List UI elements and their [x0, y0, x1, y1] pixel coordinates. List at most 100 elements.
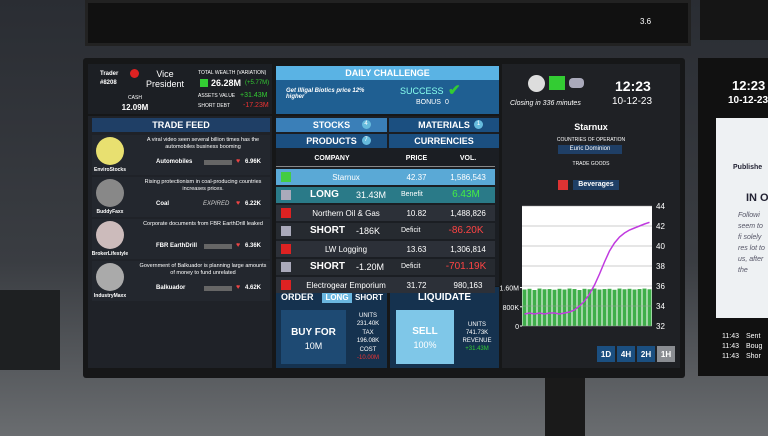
log-time: 11:43 [722, 333, 739, 340]
volume-bar [587, 289, 592, 326]
price-chart: 32 34 36 38 40 42 44 0 800K 1.60M [500, 202, 666, 331]
pig-icon[interactable] [569, 78, 584, 88]
feed-heart: ♥ [236, 284, 241, 291]
side-article [716, 118, 768, 318]
sell-label[interactable]: SELL [412, 326, 438, 337]
tab-label[interactable]: STOCKS [312, 120, 351, 130]
left-device [0, 290, 60, 370]
side-heading: IN O [746, 192, 768, 204]
timeframe-button[interactable] [597, 346, 615, 362]
stock-row[interactable] [276, 169, 495, 185]
company[interactable]: Starnux [332, 173, 360, 182]
country-chip [558, 145, 622, 154]
side-time: 12:23 [732, 78, 766, 93]
volume-bar [532, 290, 537, 326]
price: 10.82 [406, 209, 427, 218]
tab[interactable] [389, 118, 499, 132]
price: 42.37 [406, 173, 427, 182]
challenge-title: DAILY CHALLENGE [345, 68, 430, 78]
stock-row[interactable] [276, 277, 495, 293]
stock-row[interactable] [276, 205, 495, 221]
log-time: 11:43 [722, 353, 739, 360]
timeframe-label[interactable]: 2H [640, 350, 652, 359]
sell-button[interactable] [396, 310, 454, 364]
challenge-goal: Get Illigal Biotics price 12% higher [286, 88, 365, 100]
top-monitor [85, 0, 691, 46]
y-tick-label: 36 [656, 282, 665, 291]
volume-bar [637, 289, 642, 326]
timeframe-label[interactable]: 1D [600, 350, 612, 359]
volume: 1,306,814 [450, 245, 486, 254]
tab-label[interactable]: PRODUCTS [306, 136, 357, 146]
volume-bar [572, 289, 577, 326]
feed-author: IndustryMaxx [93, 293, 127, 299]
avatar [96, 137, 124, 165]
volume-bar [522, 289, 527, 326]
feed-bar [204, 160, 232, 165]
company[interactable]: Electrogear Emporium [306, 281, 386, 290]
feed-value: 6.36K [245, 243, 262, 249]
rank-label: Trader [100, 71, 119, 77]
timeframe-label[interactable]: 1H [660, 350, 672, 359]
volume-bar [527, 288, 532, 326]
goods-label: TRADE GOODS [572, 161, 610, 167]
rank-title: Vice President [145, 69, 185, 89]
position-type: LONG [310, 189, 339, 200]
timeframe-button[interactable] [617, 346, 635, 362]
company[interactable]: LW Logging [324, 245, 368, 254]
goods-chip [573, 180, 619, 190]
feed-text: Rising protectionism in coal-producing c… [144, 179, 262, 192]
avatar [96, 221, 124, 249]
stock-row[interactable] [276, 241, 495, 257]
volume-bar [647, 289, 652, 326]
row-icon [281, 244, 291, 254]
volume: 1,488,826 [450, 209, 486, 218]
feed-author: EnviroStocks [94, 167, 126, 173]
volume-bar [592, 288, 597, 326]
volume-bar [612, 289, 617, 326]
y-tick-label: 44 [656, 202, 665, 211]
help-icon[interactable] [528, 75, 545, 92]
tab-label[interactable]: MATERIALS [418, 120, 470, 130]
timeframe-button[interactable] [637, 346, 655, 362]
tab[interactable] [276, 134, 387, 148]
volume-bar [542, 289, 547, 326]
position-icon [281, 190, 291, 200]
long-toggle[interactable] [322, 291, 352, 303]
sell-amount: 100% [413, 340, 437, 350]
volume-bar [552, 289, 557, 326]
timeframe-label[interactable]: 4H [620, 350, 632, 359]
volume: 980,163 [453, 281, 483, 290]
position-amount: 31.43M [356, 190, 387, 200]
feed-header [92, 118, 270, 132]
chart-icon[interactable] [549, 76, 565, 90]
buy-label[interactable]: BUY FOR [291, 327, 336, 338]
company[interactable]: Northern Oil & Gas [312, 209, 380, 218]
assets-label: ASSETS VALUE [198, 93, 236, 99]
feed-tag: Coal [156, 201, 170, 207]
tab[interactable] [276, 118, 387, 132]
feed-tag: FBR EarthDrill [156, 243, 198, 249]
volume-bar [547, 289, 552, 326]
row-icon [281, 172, 291, 182]
bonus: 0 [445, 99, 449, 106]
short-label[interactable]: SHORT [355, 293, 383, 302]
long-label[interactable]: LONG [325, 293, 349, 302]
cost: -10.00M [356, 355, 379, 361]
tab[interactable] [389, 134, 499, 148]
volume-bar [622, 289, 627, 326]
closing: Closing in 336 minutes [510, 100, 581, 107]
timeframe-button[interactable] [657, 346, 675, 362]
tab-badge [474, 120, 483, 129]
side-tab: Publishe [733, 164, 763, 171]
bonus-label: BONUS [416, 99, 441, 106]
feed-author: BrokerLifestyle [91, 251, 129, 257]
buy-button[interactable] [281, 310, 346, 364]
clock-time: 12:23 [615, 78, 651, 94]
tab-label[interactable]: CURRENCIES [414, 136, 474, 146]
volume-bar [632, 289, 637, 326]
feed-heart: ♥ [236, 158, 241, 165]
tab-badge-count: 7 [364, 137, 368, 143]
position-result: -701.19K [445, 261, 487, 272]
